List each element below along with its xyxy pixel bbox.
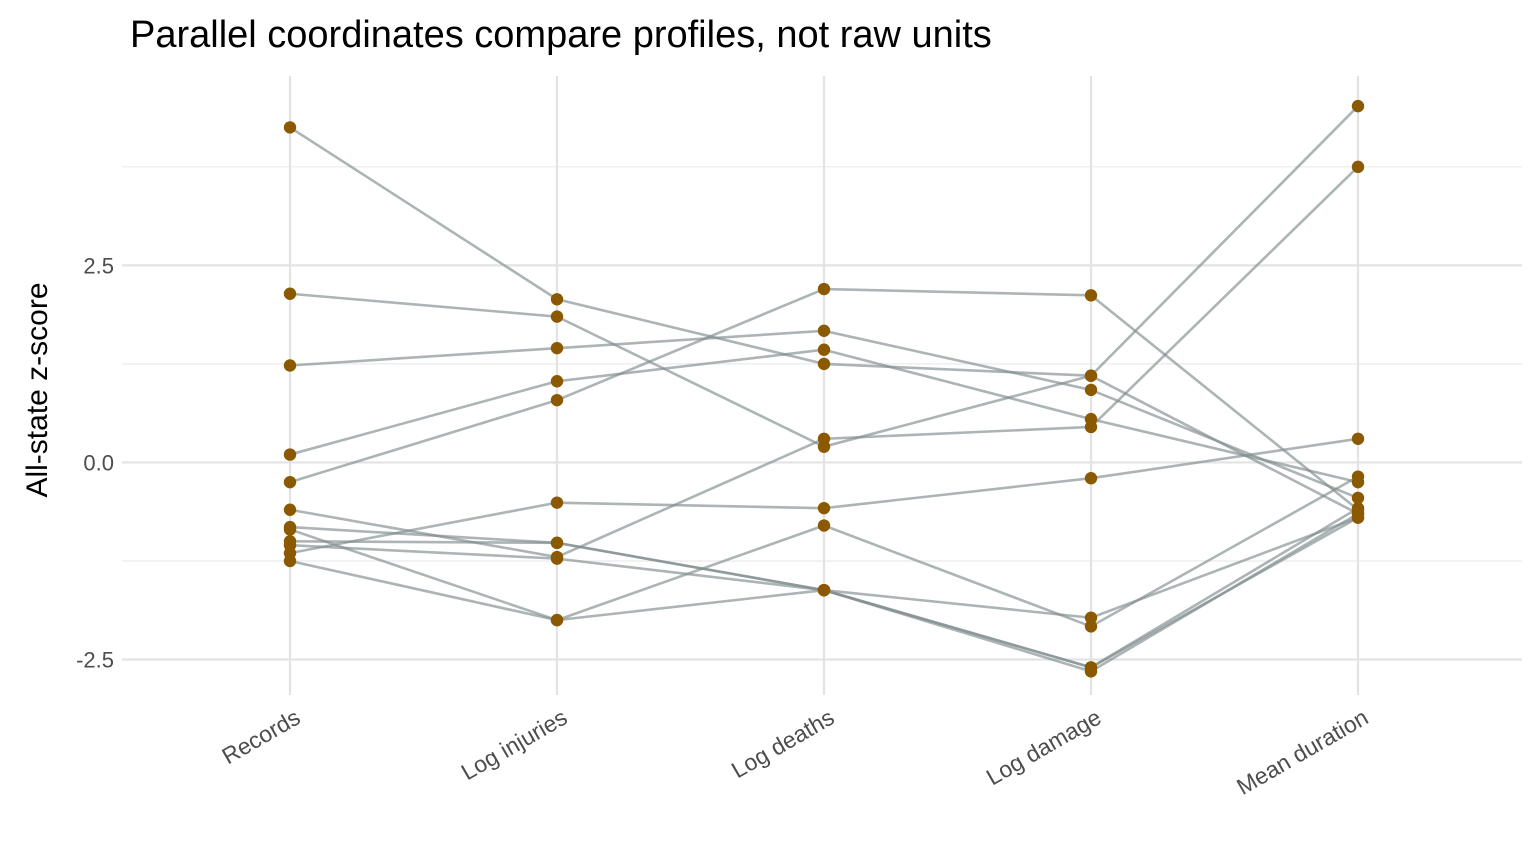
y-axis-label: All-state z-score	[21, 282, 54, 497]
y-tick-label: 2.5	[83, 253, 114, 278]
x-axis-ticks: Records Log injuries Log deaths Log damage M…	[217, 704, 1372, 800]
data-point	[1351, 160, 1365, 174]
data-point	[1351, 432, 1365, 445]
data-point	[1351, 491, 1365, 505]
data-point	[550, 375, 564, 388]
data-point	[283, 121, 297, 134]
data-point	[550, 393, 564, 407]
data-point	[1351, 511, 1365, 524]
data-point	[1084, 611, 1098, 624]
data-point	[817, 501, 831, 515]
data-point	[1084, 289, 1098, 302]
data-point	[1084, 661, 1098, 674]
x-tick-label: Records	[217, 704, 304, 769]
data-point	[1084, 420, 1098, 434]
data-point	[817, 357, 831, 371]
data-point	[550, 341, 564, 355]
x-tick-label: Log injuries	[457, 704, 572, 785]
y-axis-ticks: -2.5 0.0 2.5	[76, 253, 114, 672]
data-point	[283, 475, 297, 489]
series-points	[283, 99, 1365, 678]
y-tick-label: -2.5	[76, 648, 114, 673]
data-point	[550, 293, 564, 306]
data-point	[550, 536, 564, 550]
data-point	[283, 359, 297, 372]
data-point	[283, 523, 297, 536]
data-point	[550, 496, 564, 509]
data-point	[283, 287, 297, 300]
data-point	[550, 310, 564, 323]
data-point	[817, 282, 831, 296]
data-point	[817, 583, 831, 597]
data-point	[1351, 470, 1365, 483]
data-point	[817, 343, 831, 356]
data-point	[1084, 383, 1098, 397]
x-tick-label: Mean duration	[1232, 704, 1372, 800]
data-point	[283, 448, 297, 461]
data-point	[550, 613, 564, 627]
x-tick-label: Log deaths	[727, 704, 839, 783]
data-point	[1351, 501, 1365, 515]
data-point	[283, 503, 297, 516]
data-point	[1084, 472, 1098, 485]
x-tick-label: Log damage	[982, 704, 1106, 790]
data-point	[1084, 620, 1098, 633]
data-point	[817, 519, 831, 532]
data-point	[550, 552, 564, 565]
chart-title: Parallel coordinates compare profiles, n…	[130, 14, 992, 56]
data-point	[1351, 99, 1365, 113]
data-point	[283, 539, 297, 552]
grid	[122, 76, 1522, 695]
data-point	[817, 324, 831, 337]
data-point	[817, 432, 831, 445]
y-tick-label: 0.0	[83, 450, 114, 475]
data-point	[1084, 369, 1098, 382]
